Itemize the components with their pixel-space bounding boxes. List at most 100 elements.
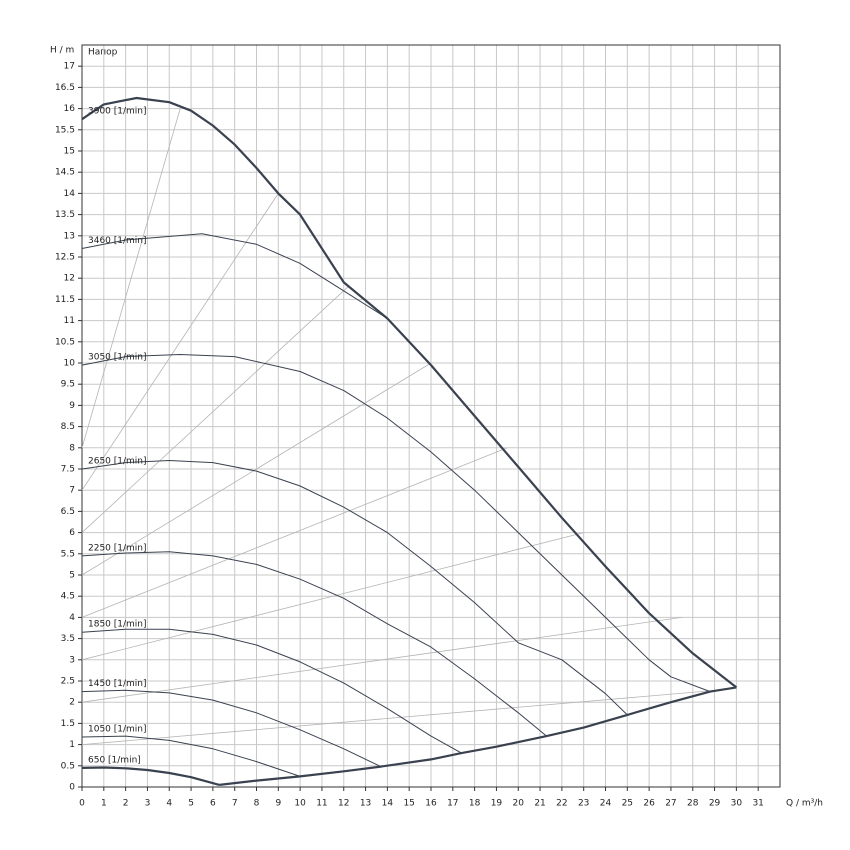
y-tick-label: 13 — [64, 231, 75, 241]
x-tick-label: 27 — [665, 799, 676, 809]
x-tick-label: 1 — [101, 799, 107, 809]
x-axis-label: Q / m³/h — [786, 799, 823, 809]
x-tick-label: 9 — [275, 799, 281, 809]
curve-label: 1850 [1/min] — [88, 620, 147, 630]
y-tick-label: 7 — [69, 486, 75, 496]
x-tick-label: 21 — [534, 799, 545, 809]
x-tick-label: 20 — [513, 799, 525, 809]
x-tick-label: 26 — [643, 799, 655, 809]
y-tick-label: 6 — [69, 528, 75, 538]
x-tick-label: 17 — [447, 799, 458, 809]
speed-curve — [81, 460, 628, 716]
curve-label: 3050 [1/min] — [88, 353, 147, 363]
y-tick-label: 9 — [69, 401, 75, 411]
x-tick-label: 4 — [166, 799, 172, 809]
y-tick-label: 3 — [69, 655, 75, 665]
guide-line — [81, 532, 584, 661]
y-tick-label: 10 — [64, 359, 76, 369]
y-tick-label: 5.5 — [61, 549, 75, 559]
x-tick-label: 23 — [578, 799, 589, 809]
y-tick-label: 16.5 — [55, 83, 75, 93]
x-tick-label: 16 — [425, 799, 437, 809]
curve-label: 1050 [1/min] — [88, 724, 147, 734]
limit-line — [219, 686, 737, 786]
plot-frame — [81, 44, 781, 788]
y-tick-label: 3.5 — [61, 634, 75, 644]
curve-label: 3900 [1/min] — [88, 107, 147, 117]
y-tick-label: 2.5 — [61, 677, 75, 687]
x-tick-label: 15 — [403, 799, 414, 809]
y-tick-label: 14.5 — [55, 168, 75, 178]
y-tick-label: 12.5 — [55, 253, 75, 263]
x-tick-label: 24 — [600, 799, 612, 809]
x-tick-label: 0 — [79, 799, 85, 809]
speed-curve — [81, 233, 388, 319]
y-tick-label: 15.5 — [55, 125, 75, 135]
y-tick-label: 16 — [64, 104, 76, 114]
x-tick-label: 25 — [622, 799, 633, 809]
y-tick-label: 2 — [69, 698, 75, 708]
x-tick-label: 18 — [469, 799, 481, 809]
x-tick-label: 6 — [210, 799, 216, 809]
y-tick-label: 10.5 — [55, 337, 75, 347]
speed-curve — [81, 689, 382, 768]
x-tick-label: 12 — [338, 799, 349, 809]
x-tick-label: 29 — [709, 799, 721, 809]
x-tick-label: 19 — [491, 799, 503, 809]
curve-label: 2250 [1/min] — [88, 543, 147, 553]
y-tick-label: 7.5 — [61, 465, 75, 475]
y-axis-label: H / m — [50, 46, 74, 56]
y-tick-label: 8.5 — [61, 422, 75, 432]
y-tick-label: 4 — [69, 613, 75, 623]
x-tick-label: 13 — [360, 799, 371, 809]
y-tick-label: 5 — [69, 571, 75, 581]
y-tick-label: 13.5 — [55, 210, 75, 220]
curve-label: 650 [1/min] — [88, 755, 141, 765]
x-tick-label: 11 — [316, 799, 327, 809]
guide-line — [81, 108, 181, 448]
x-tick-label: 3 — [145, 799, 151, 809]
x-tick-label: 14 — [382, 799, 394, 809]
x-tick-label: 7 — [232, 799, 238, 809]
y-tick-label: 0 — [69, 783, 75, 793]
guide-line — [81, 286, 349, 533]
y-tick-label: 11 — [64, 316, 75, 326]
x-tick-label: 2 — [123, 799, 129, 809]
curve-label: 2650 [1/min] — [88, 457, 147, 467]
y-tick-label: 12 — [64, 274, 75, 284]
speed-curve — [81, 96, 738, 689]
speed-curve — [81, 735, 301, 777]
y-tick-label: 1 — [69, 740, 75, 750]
y-tick-label: 1.5 — [61, 719, 75, 729]
speed-curve — [81, 354, 711, 693]
speed-curve — [81, 551, 547, 737]
guide-line — [81, 193, 279, 491]
x-tick-label: 10 — [294, 799, 306, 809]
y-tick-label: 14 — [64, 189, 76, 199]
speed-curve — [81, 766, 220, 786]
speed-curve — [81, 628, 462, 754]
curve-label: 3460 [1/min] — [88, 236, 147, 246]
x-tick-label: 22 — [556, 799, 567, 809]
chart-title: Напор — [88, 48, 118, 58]
x-tick-label: 31 — [752, 799, 763, 809]
y-tick-label: 0.5 — [61, 761, 75, 771]
y-tick-label: 4.5 — [61, 592, 75, 602]
guide-line — [81, 447, 508, 618]
y-tick-label: 8 — [69, 443, 75, 453]
x-tick-label: 30 — [731, 799, 743, 809]
curve-label: 1450 [1/min] — [88, 679, 147, 689]
guide-line — [81, 362, 432, 576]
x-tick-label: 5 — [188, 799, 194, 809]
x-tick-label: 28 — [687, 799, 699, 809]
guide-line — [81, 689, 726, 745]
y-tick-label: 17 — [64, 62, 75, 72]
y-tick-label: 15 — [64, 147, 75, 157]
y-tick-label: 6.5 — [61, 507, 75, 517]
x-tick-label: 8 — [254, 799, 260, 809]
y-tick-label: 11.5 — [55, 295, 75, 305]
y-tick-label: 9.5 — [61, 380, 75, 390]
guide-line — [81, 617, 682, 703]
